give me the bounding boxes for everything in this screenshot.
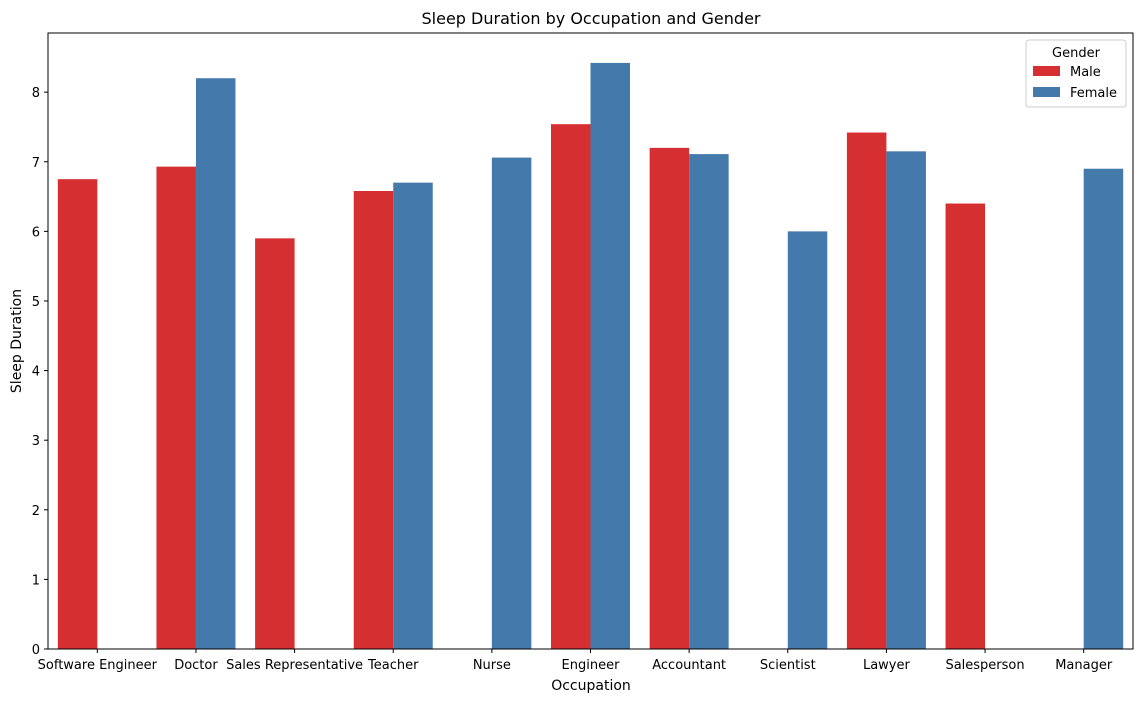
- y-tick-label: 4: [32, 365, 40, 380]
- bar-female-doctor: [195, 78, 236, 650]
- bar-male-teacher: [353, 191, 394, 649]
- bar-female-nurse: [491, 157, 532, 649]
- bar-male-sales-representative: [255, 238, 295, 650]
- bar-male-doctor: [156, 166, 196, 649]
- bar-male-lawyer: [846, 132, 887, 649]
- x-tick-label: Engineer: [562, 658, 621, 673]
- bar-male-software-engineer: [57, 179, 98, 649]
- x-tick-label: Salesperson: [945, 658, 1024, 673]
- bar-female-manager: [1083, 168, 1124, 649]
- bar-male-accountant: [649, 147, 690, 649]
- x-tick-label: Sales Representative: [226, 658, 363, 673]
- y-axis: 0 1 2 3 4 5 6 7 8: [32, 86, 48, 658]
- plot-frame: [47, 32, 1134, 650]
- y-tick-label: 7: [32, 156, 40, 171]
- x-tick-label: Scientist: [760, 658, 816, 673]
- y-tick-label: 2: [32, 504, 40, 519]
- legend-swatch-female: [1033, 87, 1060, 97]
- bars-layer: [57, 62, 1124, 650]
- bar-male-engineer: [551, 124, 591, 649]
- chart-title: Sleep Duration by Occupation and Gender: [422, 9, 761, 28]
- x-tick-label: Software Engineer: [38, 658, 158, 673]
- bar-female-teacher: [393, 182, 433, 649]
- bar-female-accountant: [689, 154, 729, 649]
- y-tick-label: 3: [32, 434, 40, 449]
- x-axis-label: Occupation: [551, 678, 631, 694]
- x-tick-label: Lawyer: [863, 658, 911, 673]
- legend-label-female: Female: [1070, 86, 1117, 101]
- x-tick-label: Doctor: [174, 658, 218, 673]
- x-axis: Software Engineer Doctor Sales Representat…: [38, 649, 1113, 673]
- bar-female-scientist: [787, 231, 828, 650]
- y-tick-label: 5: [32, 295, 40, 310]
- legend-title: Gender: [1052, 46, 1101, 61]
- legend-swatch-male: [1033, 66, 1060, 76]
- y-axis-label: Sleep Duration: [9, 289, 25, 393]
- x-tick-label: Teacher: [367, 658, 419, 673]
- y-tick-label: 0: [32, 643, 40, 658]
- y-tick-label: 6: [32, 225, 40, 240]
- x-tick-label: Manager: [1055, 658, 1113, 673]
- bar-male-salesperson: [945, 203, 986, 649]
- y-tick-label: 1: [32, 573, 40, 588]
- x-tick-label: Nurse: [473, 658, 511, 673]
- legend: Gender Male Female: [1025, 39, 1127, 108]
- bar-female-lawyer: [886, 151, 926, 649]
- x-tick-label: Accountant: [652, 658, 726, 673]
- bar-female-engineer: [590, 62, 630, 650]
- y-tick-label: 8: [32, 86, 40, 101]
- legend-label-male: Male: [1070, 65, 1101, 80]
